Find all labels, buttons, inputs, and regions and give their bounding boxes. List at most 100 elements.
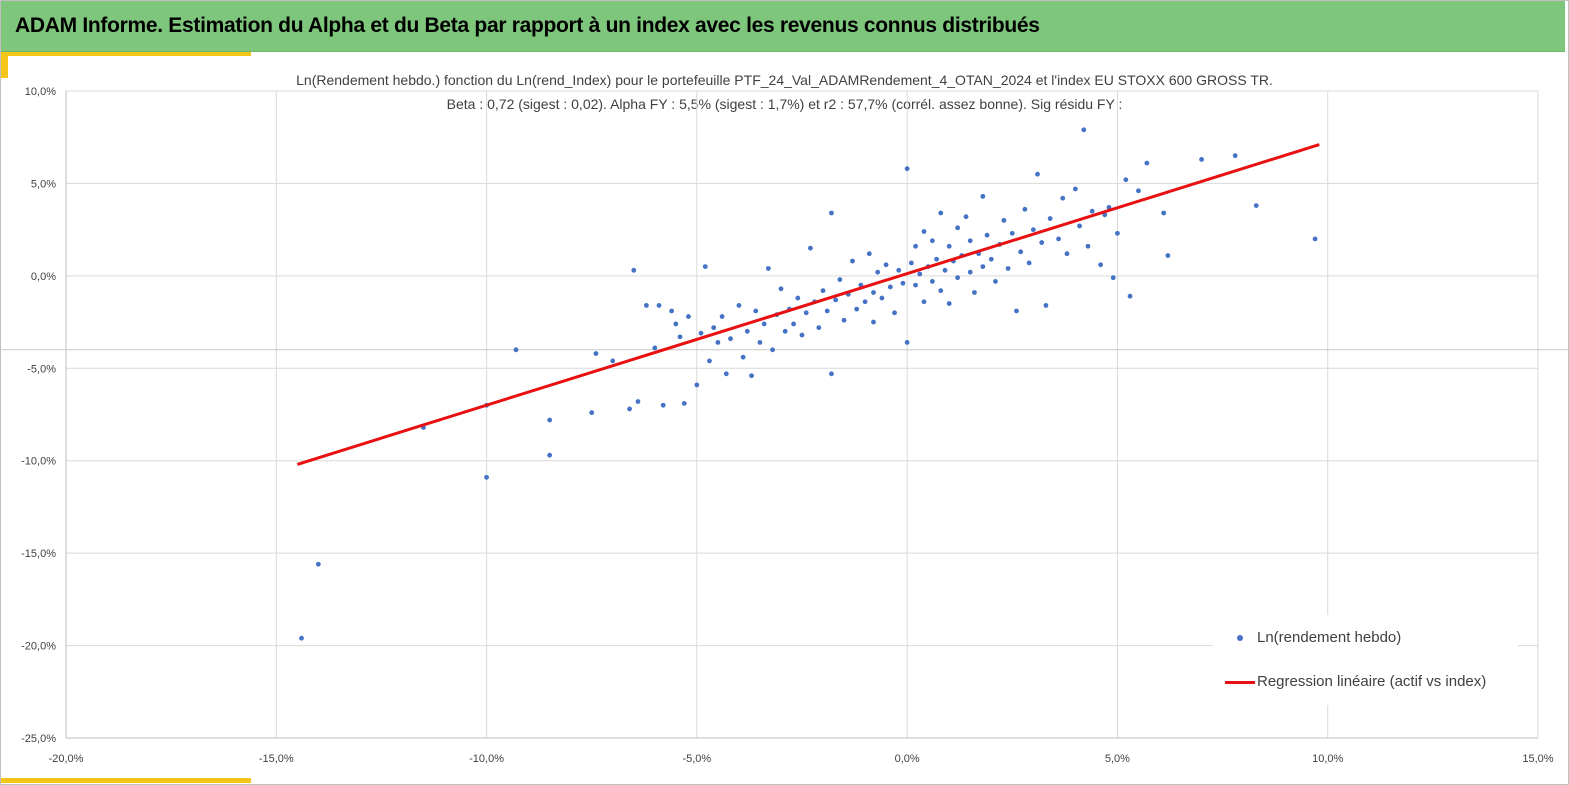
- data-point: [1199, 156, 1204, 162]
- data-point: [698, 330, 704, 336]
- x-tick-label: 5,0%: [1105, 753, 1130, 765]
- data-point: [883, 262, 889, 268]
- report-header: ADAM Informe. Estimation du Alpha et du …: [1, 1, 1565, 52]
- x-tick-label: 0,0%: [895, 753, 920, 765]
- data-point: [934, 256, 939, 262]
- data-point: [967, 238, 973, 244]
- legend-label-scatter: Ln(rendement hebdo): [1257, 629, 1402, 646]
- data-point: [913, 243, 918, 249]
- data-point: [963, 214, 969, 220]
- data-point: [1018, 249, 1024, 255]
- x-tick-label: -5,0%: [682, 753, 711, 765]
- data-point: [1047, 216, 1053, 221]
- data-point: [967, 269, 973, 275]
- legend-label-regression: Regression linéaire (actif vs index): [1257, 673, 1487, 690]
- data-point: [753, 308, 759, 314]
- data-point: [1085, 243, 1091, 249]
- legend-line-marker: [1225, 681, 1255, 684]
- data-point: [879, 295, 885, 301]
- x-tick-labels: -20,0% -15,0% -10,0% -5,0% 0,0% 5,0% 10,0% 15,0…: [49, 753, 1554, 765]
- data-point: [694, 382, 700, 388]
- data-point: [1056, 236, 1061, 242]
- data-point: [803, 310, 809, 316]
- data-point: [1144, 160, 1150, 166]
- data-point: [1039, 240, 1045, 245]
- data-point: [770, 347, 775, 353]
- data-point: [866, 251, 872, 257]
- data-point: [980, 264, 986, 270]
- data-point: [892, 310, 897, 316]
- data-point: [955, 275, 961, 281]
- data-point: [513, 347, 519, 353]
- regression-line: [296, 143, 1320, 466]
- data-point: [896, 267, 902, 273]
- data-point: [707, 358, 712, 364]
- data-point: [795, 295, 801, 301]
- legend: Ln(rendement hebdo) Regression linéaire …: [1213, 615, 1518, 705]
- data-point: [993, 279, 998, 284]
- data-point: [673, 321, 679, 327]
- data-point: [660, 402, 666, 408]
- data-point: [631, 267, 637, 273]
- data-point: [1001, 218, 1007, 223]
- data-point: [829, 371, 834, 377]
- data-point: [740, 354, 746, 360]
- data-point: [635, 399, 641, 404]
- y-tick-label: -10,0%: [21, 456, 56, 468]
- data-point: [1077, 223, 1082, 229]
- data-point: [921, 299, 927, 305]
- data-point: [875, 269, 881, 275]
- data-point: [887, 284, 893, 290]
- y-tick-label: 10,0%: [25, 86, 56, 98]
- data-point: [723, 371, 729, 377]
- data-point: [1127, 293, 1133, 299]
- data-point: [627, 406, 632, 412]
- data-point: [610, 358, 616, 364]
- data-point: [984, 232, 990, 238]
- data-point: [1005, 266, 1011, 271]
- data-point: [749, 373, 754, 379]
- data-point: [871, 319, 876, 325]
- data-point: [824, 308, 830, 314]
- data-point: [929, 279, 935, 284]
- data-point: [1136, 188, 1141, 194]
- data-point: [702, 264, 708, 270]
- data-point: [799, 332, 805, 338]
- data-point: [1035, 171, 1040, 177]
- x-tick-label: 10,0%: [1312, 753, 1343, 765]
- data-point: [1165, 253, 1171, 258]
- data-point: [656, 303, 662, 308]
- data-point: [1060, 195, 1066, 201]
- data-point: [1089, 208, 1095, 214]
- data-point: [854, 306, 860, 312]
- data-point: [1064, 251, 1070, 257]
- data-point: [862, 299, 868, 305]
- data-point: [946, 243, 952, 249]
- accent-bar-bottom: [1, 778, 251, 783]
- data-point: [1022, 206, 1028, 212]
- y-tick-label: -20,0%: [21, 641, 56, 653]
- data-point: [719, 314, 725, 319]
- data-point: [681, 401, 687, 406]
- data-point: [1115, 230, 1120, 236]
- data-point: [589, 410, 595, 416]
- data-point: [547, 452, 553, 458]
- chart-subtitle: Beta : 0,72 (sigest : 0,02). Alpha FY : …: [446, 96, 1123, 112]
- data-point: [871, 290, 876, 295]
- data-point: [1123, 177, 1129, 183]
- data-point: [547, 417, 553, 423]
- data-point: [1253, 203, 1259, 209]
- data-point: [1030, 227, 1036, 233]
- data-point: [972, 290, 977, 295]
- x-tick-label: 15,0%: [1522, 753, 1553, 765]
- report-title: ADAM Informe. Estimation du Alpha et du …: [15, 14, 1040, 37]
- x-tick-label: -10,0%: [469, 753, 504, 765]
- chart-title: Ln(Rendement hebdo.) fonction du Ln(rend…: [296, 72, 1273, 88]
- data-point: [677, 334, 683, 340]
- data-point: [782, 328, 788, 334]
- y-tick-labels: 10,0% 5,0% 0,0% -5,0% -10,0% -15,0% -20,0% -25,…: [21, 86, 56, 745]
- accent-bar-left: [1, 52, 8, 78]
- y-tick-label: -5,0%: [27, 363, 56, 375]
- data-point: [1014, 308, 1019, 314]
